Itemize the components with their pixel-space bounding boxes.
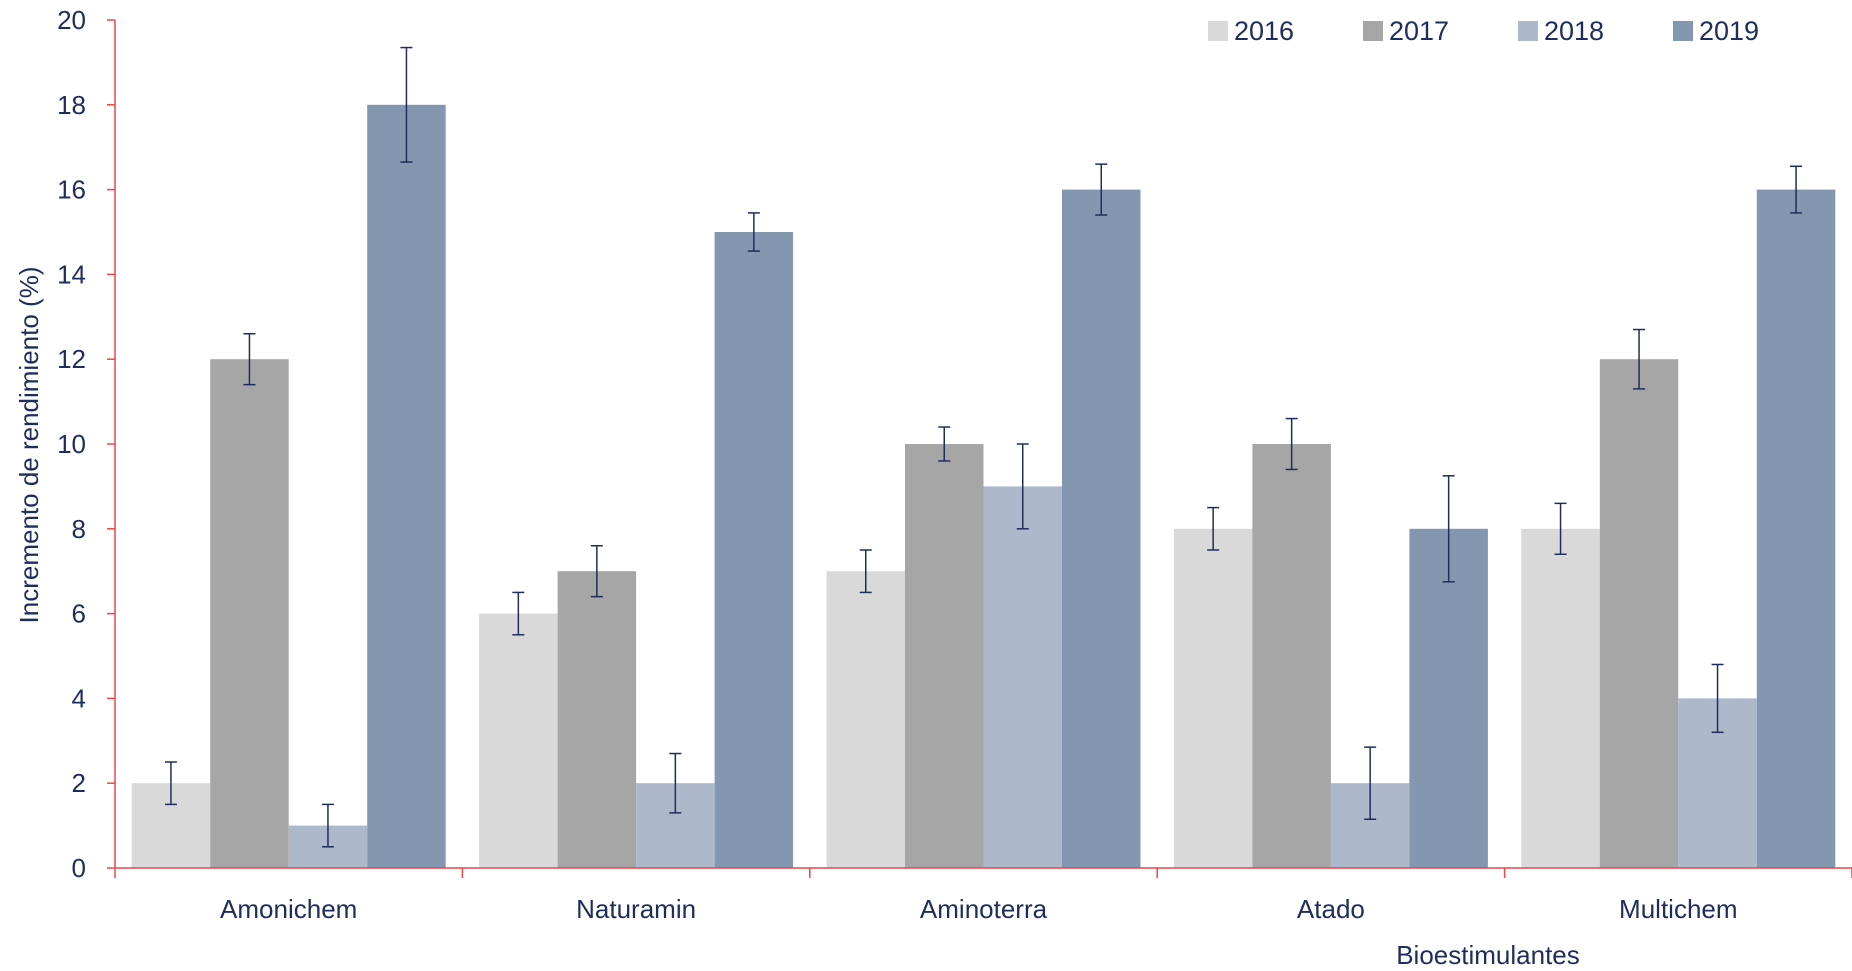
bar-atado-2017 — [1252, 444, 1331, 868]
x-tick-label-amonichem: Amonichem — [220, 894, 357, 924]
bar-multichem-2019 — [1756, 189, 1836, 869]
y-tick-label-14: 14 — [57, 259, 86, 289]
error-bars-layer — [164, 46, 1803, 848]
bar-aminoterra-2017 — [905, 444, 984, 868]
bars-layer — [131, 104, 1836, 869]
bar-aminoterra-2016 — [826, 571, 905, 868]
legend-item-2016: 2016 — [1208, 16, 1294, 46]
bar-atado-2019 — [1409, 528, 1488, 868]
legend-item-2019: 2019 — [1673, 16, 1759, 46]
error-bar-multichem-2019 — [1790, 165, 1803, 214]
x-tick-label-multichem: Multichem — [1619, 894, 1737, 924]
error-bar-atado-2018 — [1364, 746, 1377, 820]
legend-swatch-2019 — [1673, 21, 1693, 41]
x-tick-label-naturamin: Naturamin — [576, 894, 696, 924]
legend-label-2018: 2018 — [1544, 16, 1604, 46]
bar-multichem-2017 — [1599, 359, 1679, 868]
legend-swatch-2018 — [1518, 21, 1538, 41]
y-tick-label-20: 20 — [57, 5, 86, 35]
y-axis-title: Incremento de rendimiento (%) — [14, 267, 44, 624]
error-bar-aminoterra-2016 — [859, 549, 872, 594]
error-bar-naturamin-2016 — [512, 591, 525, 636]
y-tick-label-10: 10 — [57, 429, 86, 459]
legend-item-2017: 2017 — [1363, 16, 1449, 46]
bar-multichem-2016 — [1521, 528, 1600, 868]
error-bar-multichem-2018 — [1711, 663, 1724, 734]
error-bar-aminoterra-2017 — [938, 426, 951, 462]
error-bar-atado-2016 — [1207, 506, 1220, 551]
error-bar-naturamin-2018 — [669, 752, 682, 814]
x-tick-label-atado: Atado — [1297, 894, 1365, 924]
bar-naturamin-2019 — [714, 232, 794, 868]
bar-atado-2016 — [1173, 528, 1253, 868]
y-tick-label-0: 0 — [72, 853, 86, 883]
axes-layer — [107, 19, 1852, 878]
y-tick-label-18: 18 — [57, 90, 86, 120]
bar-naturamin-2017 — [557, 571, 637, 868]
y-tick-label-6: 6 — [72, 599, 86, 629]
y-tick-label-4: 4 — [72, 683, 86, 713]
error-bar-naturamin-2017 — [590, 545, 603, 598]
legend-label-2017: 2017 — [1389, 16, 1449, 46]
y-tick-label-8: 8 — [72, 514, 86, 544]
error-bar-naturamin-2019 — [747, 212, 760, 252]
y-tick-label-2: 2 — [72, 768, 86, 798]
error-bar-amonichem-2019 — [400, 46, 413, 163]
legend: 2016 2017 2018 2019 — [1208, 16, 1759, 46]
error-bar-amonichem-2017 — [243, 333, 256, 386]
legend-swatch-2017 — [1363, 21, 1383, 41]
error-bar-amonichem-2018 — [321, 803, 334, 848]
legend-label-2019: 2019 — [1699, 16, 1759, 46]
labels-layer: 0 2 4 6 8 10 12 14 16 18 20 Amonichem Naturamin Amino… — [57, 5, 1737, 924]
bar-amonichem-2019 — [367, 104, 446, 869]
bar-aminoterra-2019 — [1062, 189, 1141, 869]
x-axis-title: Bioestimulantes — [1396, 940, 1580, 970]
legend-label-2016: 2016 — [1234, 16, 1294, 46]
error-bar-aminoterra-2018 — [1016, 443, 1029, 530]
error-bar-multichem-2017 — [1633, 328, 1646, 390]
bar-amonichem-2017 — [210, 359, 289, 868]
bar-naturamin-2016 — [479, 613, 558, 868]
bar-aminoterra-2018 — [983, 486, 1062, 868]
legend-item-2018: 2018 — [1518, 16, 1604, 46]
y-tick-label-12: 12 — [57, 344, 86, 374]
error-bar-aminoterra-2019 — [1095, 163, 1108, 216]
error-bar-atado-2017 — [1285, 417, 1298, 471]
error-bar-multichem-2016 — [1554, 502, 1567, 555]
x-tick-label-aminoterra: Aminoterra — [920, 894, 1048, 924]
error-bar-amonichem-2016 — [164, 761, 177, 806]
error-bar-atado-2019 — [1442, 475, 1455, 583]
legend-swatch-2016 — [1208, 21, 1228, 41]
y-tick-label-16: 16 — [57, 175, 86, 205]
